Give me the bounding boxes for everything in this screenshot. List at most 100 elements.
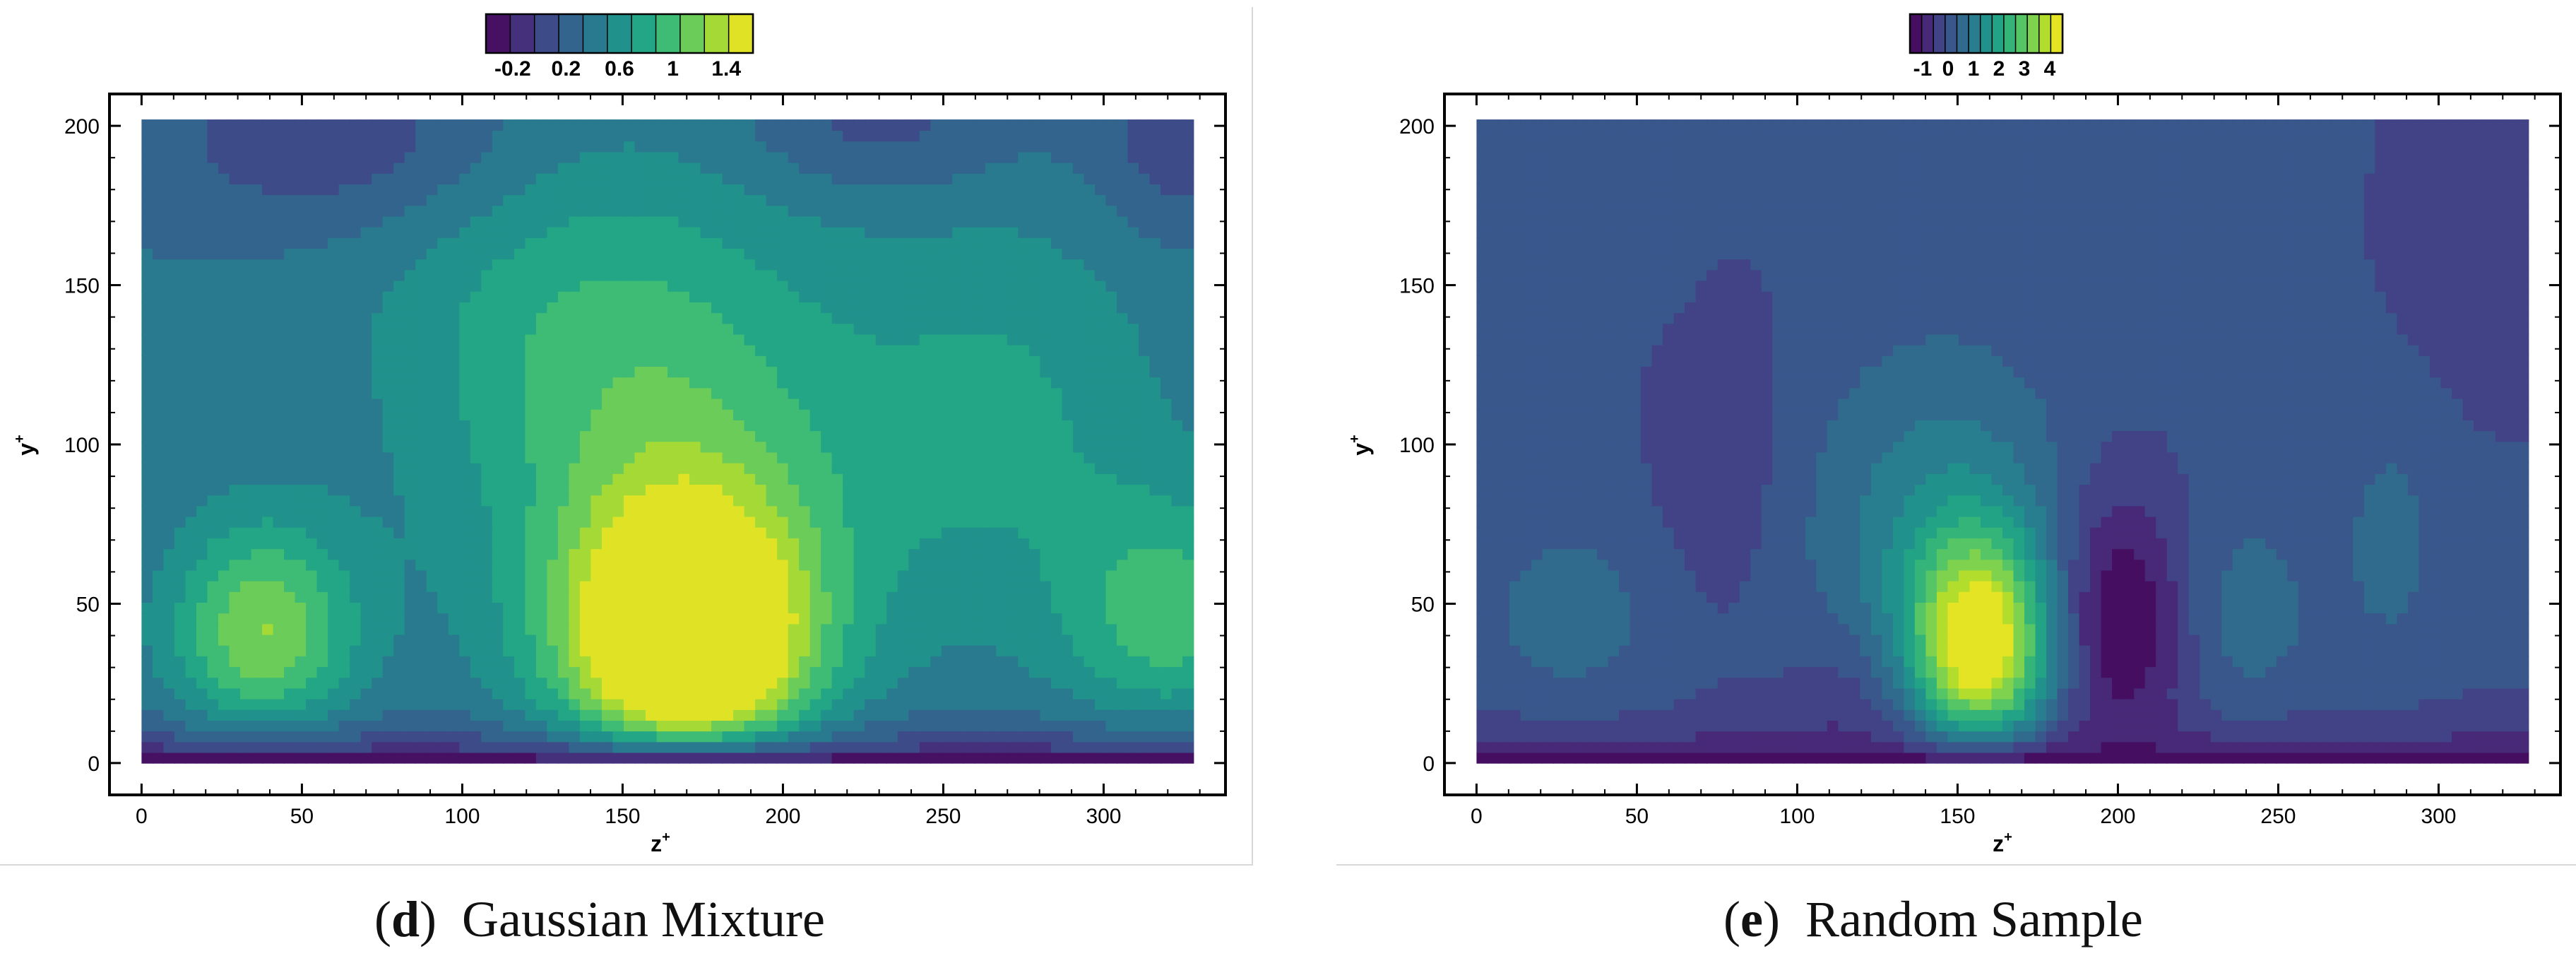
- contour-cell: [535, 408, 548, 420]
- contour-cell: [492, 334, 504, 346]
- contour-cell: [689, 709, 701, 721]
- contour-cell: [295, 420, 307, 432]
- contour-cell: [557, 259, 570, 271]
- contour-cell: [996, 752, 1008, 764]
- contour-cell: [1084, 752, 1096, 764]
- contour-cell: [941, 259, 954, 271]
- contour-cell: [985, 280, 997, 292]
- contour-cell: [996, 505, 1008, 517]
- contour-cell: [1105, 462, 1117, 474]
- contour-cell: [1028, 302, 1041, 314]
- contour-cell: [1018, 312, 1030, 324]
- contour-cell: [766, 752, 778, 764]
- contour-cell: [393, 602, 405, 614]
- contour-cell: [875, 216, 888, 228]
- contour-cell: [218, 205, 230, 217]
- contour-cell: [974, 741, 986, 753]
- contour-cell: [1117, 462, 1129, 474]
- contour-cell: [919, 580, 932, 592]
- contour-cell: [623, 344, 636, 356]
- contour-cell: [360, 666, 372, 678]
- contour-cell: [207, 366, 219, 378]
- contour-cell: [218, 559, 230, 571]
- contour-cell: [897, 302, 910, 314]
- contour-cell: [645, 677, 658, 689]
- contour-cell: [492, 602, 504, 614]
- contour-cell: [404, 623, 417, 635]
- contour-cell: [590, 709, 603, 721]
- contour-cell: [886, 226, 898, 238]
- contour-cell: [919, 302, 932, 314]
- contour-cell: [306, 451, 318, 464]
- contour-cell: [415, 398, 427, 410]
- contour-cell: [634, 698, 646, 710]
- contour-cell: [404, 302, 417, 314]
- contour-cell: [328, 462, 340, 474]
- contour-cell: [437, 462, 449, 474]
- contour-cell: [941, 602, 954, 614]
- contour-cell: [886, 430, 898, 442]
- contour-cell: [612, 451, 624, 464]
- contour-cell: [1018, 248, 1030, 260]
- contour-cell: [284, 248, 296, 260]
- contour-cell: [229, 666, 241, 678]
- contour-cell: [1105, 731, 1117, 743]
- contour-cell: [733, 548, 745, 560]
- contour-cell: [1161, 623, 1173, 635]
- contour-cell: [284, 752, 296, 764]
- contour-cell: [744, 569, 756, 582]
- contour-cell: [777, 302, 789, 314]
- contour-cell: [163, 741, 175, 753]
- contour-cell: [996, 248, 1008, 260]
- contour-cell: [766, 344, 778, 356]
- contour-cell: [459, 484, 471, 496]
- contour-cell: [941, 269, 954, 281]
- contour-cell: [295, 473, 307, 485]
- contour-cell: [1149, 687, 1161, 700]
- contour-cell: [974, 344, 986, 356]
- contour-cell: [886, 548, 898, 560]
- contour-cell: [404, 495, 417, 507]
- contour-cell: [404, 720, 417, 732]
- contour-cell: [196, 538, 208, 550]
- contour-cell: [1007, 226, 1019, 238]
- contour-cell: [930, 323, 942, 335]
- contour-cell: [755, 666, 767, 678]
- contour-cell: [777, 591, 789, 603]
- contour-cell: [788, 355, 800, 367]
- contour-cell: [535, 237, 548, 249]
- contour-cell: [843, 516, 855, 528]
- contour-cell: [1050, 709, 1063, 721]
- contour-cell: [174, 441, 186, 453]
- contour-cell: [831, 302, 843, 314]
- contour-cell: [459, 709, 471, 721]
- contour-cell: [437, 387, 449, 399]
- contour-cell: [448, 237, 461, 249]
- contour-cell: [985, 269, 997, 281]
- contour-cell: [821, 290, 833, 302]
- contour-cell: [766, 420, 778, 432]
- contour-cell: [1040, 634, 1052, 646]
- contour-cell: [360, 377, 372, 389]
- contour-cell: [273, 280, 285, 292]
- contour-cell: [262, 548, 274, 560]
- contour-cell: [799, 644, 811, 656]
- contour-cell: [1062, 634, 1074, 646]
- contour-cell: [1084, 323, 1096, 335]
- contour-cell: [141, 216, 153, 228]
- contour-cell: [459, 344, 471, 356]
- contour-cell: [1139, 495, 1151, 507]
- contour-cell: [218, 505, 230, 517]
- contour-cell: [985, 451, 997, 464]
- contour-cell: [678, 420, 690, 432]
- contour-cell: [557, 280, 570, 292]
- contour-cell: [525, 548, 537, 560]
- contour-cell: [1050, 366, 1063, 378]
- contour-cell: [941, 302, 954, 314]
- contour-cell: [1007, 441, 1019, 453]
- contour-cell: [1117, 731, 1129, 743]
- contour-cell: [865, 698, 877, 710]
- contour-cell: [1094, 226, 1107, 238]
- contour-cell: [1171, 602, 1183, 614]
- contour-cell: [1117, 387, 1129, 399]
